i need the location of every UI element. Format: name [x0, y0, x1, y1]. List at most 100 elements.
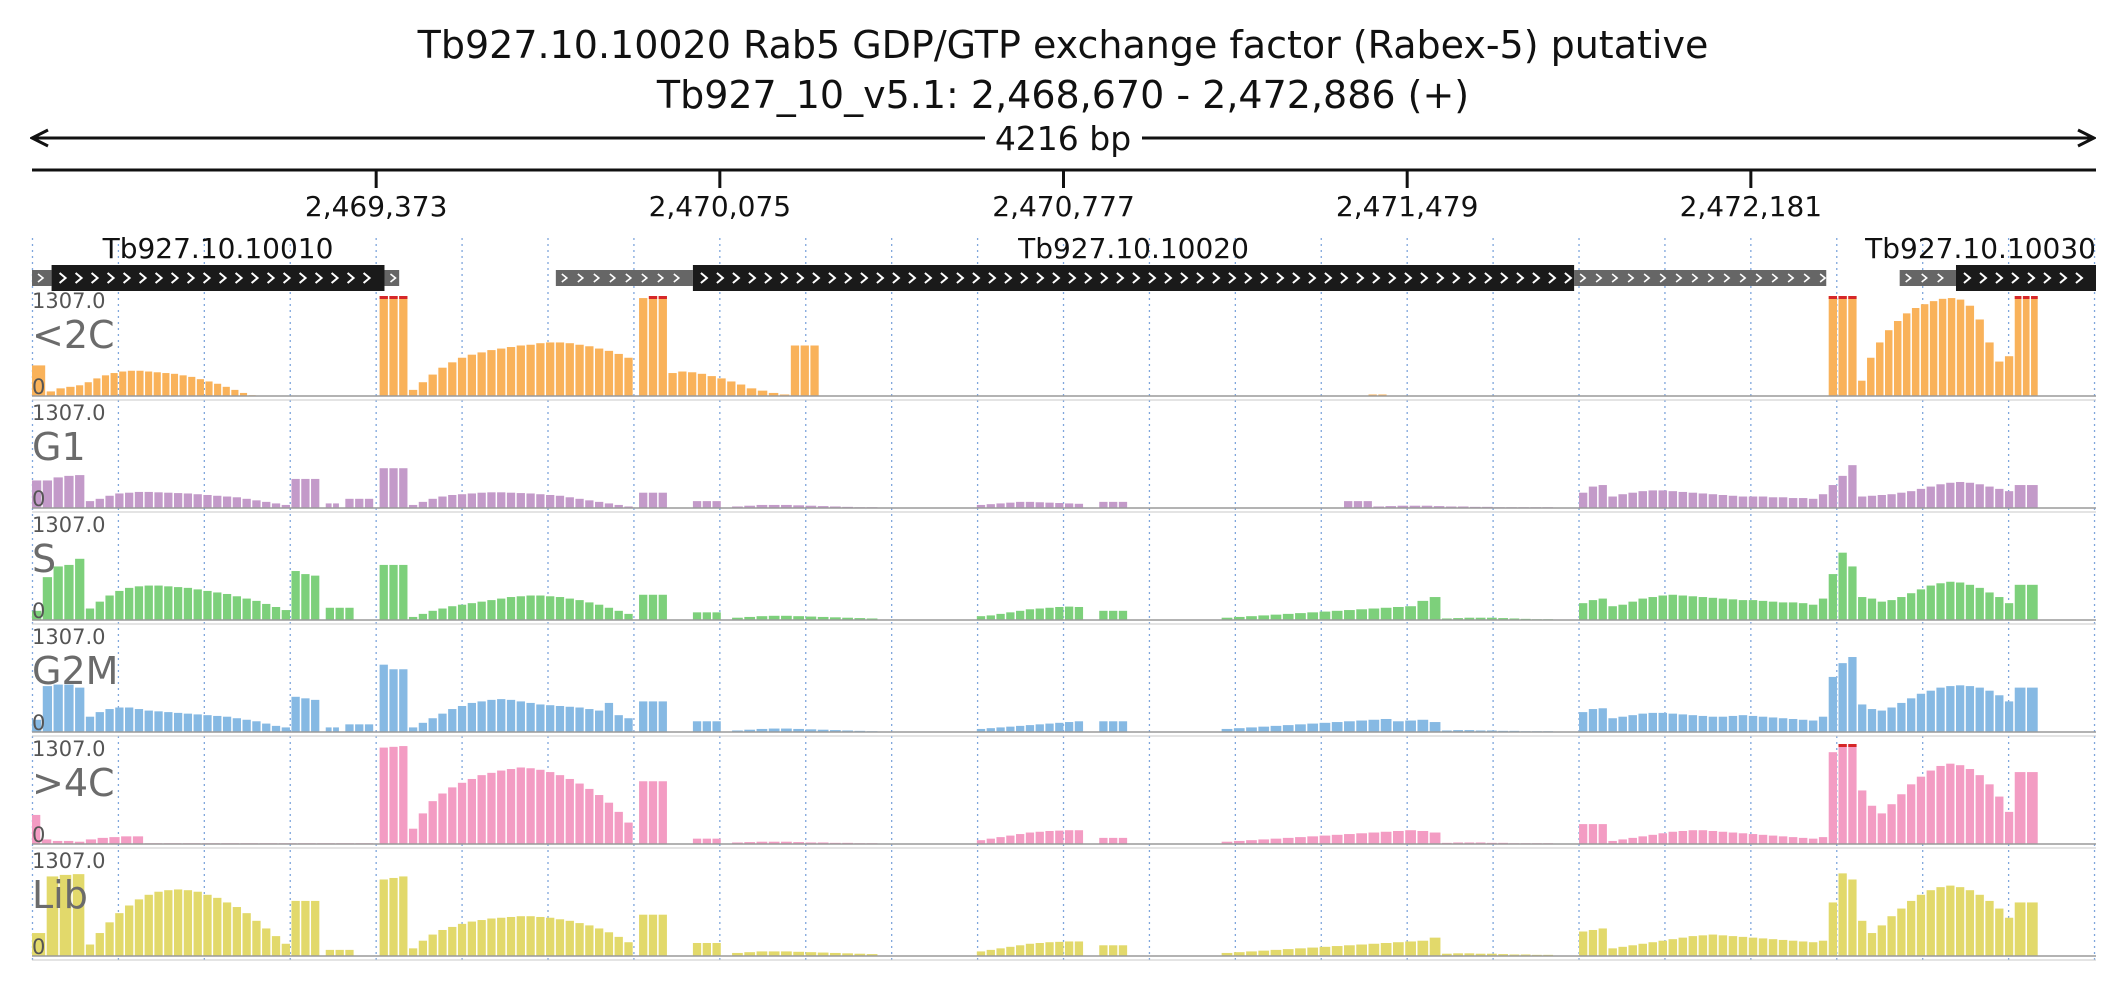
coverage-bar [996, 837, 1005, 844]
coverage-bar [1758, 600, 1768, 620]
coverage-bar [1867, 357, 1875, 396]
strand-chevron [1532, 272, 1541, 284]
coverage-bar [1995, 695, 2004, 732]
coverage-bar [744, 842, 756, 844]
coverage-bar [457, 782, 467, 844]
coverage-bar [614, 715, 623, 732]
coverage-bar [121, 836, 132, 844]
strand-chevron [1212, 272, 1221, 284]
coverage-bar [648, 781, 658, 844]
coverage-bar [1025, 725, 1035, 732]
coverage-bar [805, 952, 817, 956]
strand-chevron [1723, 273, 1731, 283]
coverage-bar [32, 365, 46, 396]
coverage-bar [1016, 945, 1025, 956]
coverage-bar [1618, 604, 1627, 620]
coverage-bar [1016, 610, 1025, 620]
coverage-bar [555, 342, 565, 396]
coverage-bar [203, 494, 212, 508]
coverage-bar [594, 501, 604, 508]
clipped-bar-marker [399, 296, 408, 299]
coverage-bar [2014, 687, 2026, 732]
coverage-bar [1392, 942, 1404, 956]
coverage-bar [173, 889, 183, 956]
coverage-bar [418, 382, 428, 396]
coverage-bar [1916, 488, 1926, 508]
coverage-bar [136, 370, 144, 396]
coverage-bar [1509, 618, 1520, 620]
coverage-bar [1258, 615, 1270, 620]
coverage-bar [66, 386, 75, 396]
coverage-bar [487, 600, 496, 620]
coverage-bar [1648, 834, 1658, 844]
coverage-bar [1867, 933, 1877, 956]
strand-chevron [1276, 272, 1285, 284]
coverage-bar [42, 577, 53, 620]
strand-chevron [1084, 272, 1093, 284]
coverage-bar [692, 721, 702, 732]
coverage-bar [110, 373, 118, 396]
coverage-bar [487, 350, 496, 396]
coverage-bar [1331, 946, 1343, 956]
coverage-bar [1748, 715, 1758, 732]
coverage-bar [1738, 833, 1748, 844]
coverage-bar [1221, 617, 1233, 620]
coverage-bar [1233, 616, 1245, 620]
coverage-bar [1016, 501, 1025, 508]
coverage-bar [516, 493, 525, 508]
strand-chevron [700, 272, 709, 284]
strand-chevron [561, 273, 569, 283]
coverage-bar [1378, 394, 1387, 396]
coverage-bar [1897, 492, 1906, 508]
strand-chevron [1292, 272, 1301, 284]
coverage-bar [1331, 834, 1343, 844]
coverage-bar [1055, 722, 1064, 732]
coverage-bar [205, 381, 213, 396]
coverage-bar [477, 601, 486, 620]
coverage-bar [1405, 720, 1416, 732]
coverage-bar [59, 874, 72, 956]
coverage-bar [231, 389, 239, 396]
coverage-bar [497, 770, 506, 844]
coverage-bar [604, 607, 614, 620]
coverage-bar [781, 615, 792, 620]
strand-chevron [1995, 272, 2004, 284]
strand-chevron [266, 272, 276, 284]
strand-chevron [1484, 272, 1493, 284]
coverage-bar [727, 381, 736, 396]
coverage-bar [1788, 718, 1798, 732]
coverage-bar [594, 710, 604, 732]
coverage-bar [1025, 943, 1035, 956]
coverage-bar [516, 596, 525, 620]
coverage-bar [712, 612, 721, 620]
strand-chevron [1675, 273, 1683, 283]
coverage-bar [232, 497, 242, 508]
strand-chevron [330, 272, 340, 284]
coverage-bar [325, 503, 332, 508]
coverage-bar [355, 498, 364, 508]
coverage-bar [854, 953, 866, 956]
strand-chevron [1643, 273, 1651, 283]
coverage-bar [793, 728, 805, 732]
coverage-bar [624, 822, 633, 844]
coverage-bar [389, 877, 398, 956]
coverage-bar [1838, 873, 1847, 956]
coverage-bar [697, 373, 707, 396]
coverage-bar [1738, 496, 1748, 508]
coverage-bar [1373, 506, 1384, 508]
coverage-bar [418, 613, 428, 620]
coverage-bar [239, 392, 248, 396]
strand-chevron [1963, 272, 1972, 284]
coverage-bar [1887, 804, 1896, 844]
coverage-bar [1006, 502, 1015, 508]
coverage-bar [1638, 598, 1647, 620]
coverage-bar [262, 603, 271, 620]
coverage-bar [648, 492, 658, 508]
coverage-bar [854, 618, 866, 620]
coverage-bar [516, 345, 525, 396]
coverage-bar [408, 948, 418, 956]
coverage-bar [1808, 720, 1818, 732]
coverage-bar [408, 828, 418, 844]
ruler-tick-label: 2,471,479 [1336, 190, 1479, 223]
coverage-bar [1858, 920, 1867, 956]
